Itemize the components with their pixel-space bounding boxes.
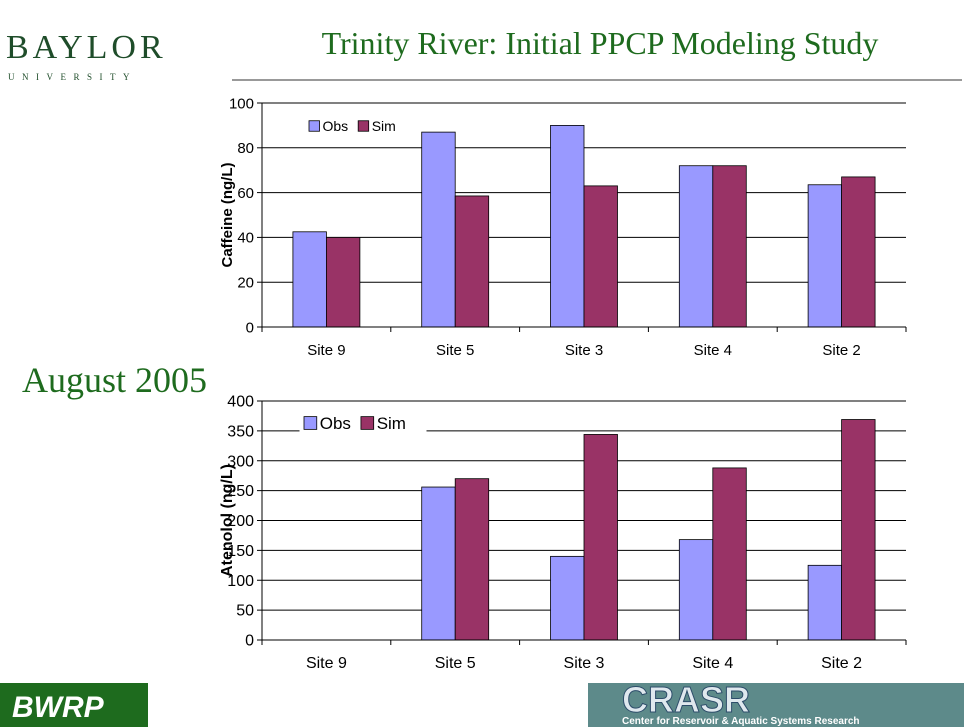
legend-label: Obs [320, 414, 351, 433]
y-tick-label: 350 [227, 423, 254, 440]
y-axis-label: Atenolol (ng/L) [219, 464, 236, 577]
footer-right-sub: Center for Reservoir & Aquatic Systems R… [622, 716, 860, 727]
y-tick-label: 40 [237, 230, 254, 247]
y-tick-label: 150 [227, 543, 254, 560]
logo: BAYLOR [6, 29, 167, 66]
legend-swatch [308, 120, 320, 132]
y-tick-label: 60 [237, 185, 254, 202]
y-tick-label: 80 [237, 140, 254, 157]
bar [678, 165, 714, 328]
legend-swatch [303, 416, 318, 430]
x-tick-label: Site 9 [307, 342, 345, 359]
x-tick-label: Site 2 [822, 342, 860, 359]
legend-label: Sim [377, 414, 406, 433]
bar [583, 434, 618, 641]
x-tick-label: Site 5 [435, 655, 476, 672]
footer-left-box [0, 683, 148, 727]
y-tick-label: 400 [227, 394, 254, 411]
slide-title: Trinity River: Initial PPCP Modeling Stu… [322, 25, 879, 61]
footer-right-box [588, 683, 964, 727]
bar [325, 236, 361, 328]
legend-label: Obs [323, 118, 349, 134]
bar [292, 231, 327, 328]
y-tick-label: 0 [246, 319, 254, 336]
legend-label: Sim [372, 118, 396, 134]
y-tick-label: 0 [245, 633, 254, 650]
x-tick-label: Site 4 [694, 342, 732, 359]
x-tick-label: Site 9 [306, 655, 347, 672]
y-tick-label: 50 [236, 603, 254, 620]
x-tick-label: Site 2 [821, 655, 862, 672]
bar [841, 176, 876, 328]
y-axis-label: Caffeine (ng/L) [219, 163, 236, 268]
bar [807, 184, 842, 328]
bar [550, 555, 585, 641]
y-tick-label: 100 [229, 95, 254, 112]
bar [550, 125, 585, 328]
bar [421, 131, 456, 328]
footer-right: CRASR [622, 679, 750, 720]
y-tick-label: 100 [227, 573, 254, 590]
y-tick-label: 200 [227, 513, 254, 530]
x-tick-label: Site 5 [436, 342, 474, 359]
x-tick-label: Site 4 [692, 655, 733, 672]
bar [678, 539, 714, 641]
footer-left: BWRP [12, 691, 105, 724]
bar [583, 185, 618, 328]
bar [454, 478, 490, 641]
legend-swatch [357, 120, 370, 132]
bar [421, 486, 456, 641]
logo-sub: UNIVERSITY [8, 72, 137, 82]
bar [807, 564, 842, 641]
y-tick-label: 20 [237, 274, 254, 291]
legend-swatch [360, 416, 375, 430]
x-tick-label: Site 3 [565, 342, 603, 359]
bar [454, 195, 490, 328]
date-label: August 2005 [22, 360, 207, 400]
y-tick-label: 250 [227, 483, 254, 500]
bar [841, 419, 876, 641]
bar [712, 467, 747, 641]
x-tick-label: Site 3 [564, 655, 605, 672]
bar [712, 165, 747, 328]
y-tick-label: 300 [227, 453, 254, 470]
